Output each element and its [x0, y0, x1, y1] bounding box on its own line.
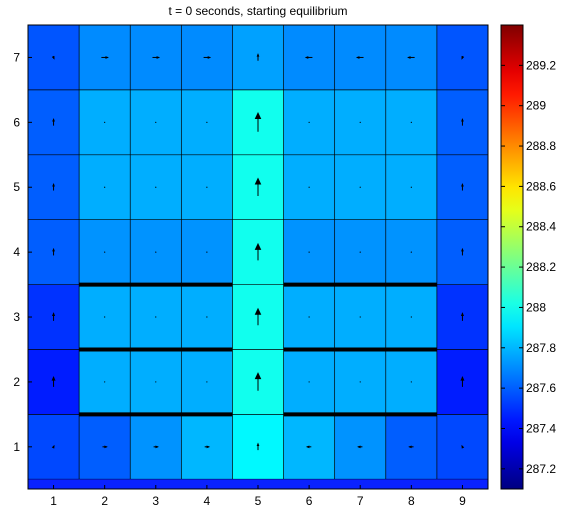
- vector-dot: [155, 121, 157, 123]
- colorbar-tick-label: 288.6: [526, 179, 556, 193]
- velocity-arrow: [460, 375, 465, 387]
- velocity-arrows: [51, 53, 465, 451]
- vector-dot: [104, 121, 106, 123]
- vector-dot: [155, 381, 157, 383]
- vector-dot: [104, 251, 106, 253]
- vector-dot: [359, 251, 361, 253]
- velocity-arrow: [461, 55, 465, 60]
- x-tick-label: 4: [204, 494, 211, 508]
- colorbar: 287.2 287.4 287.6 287.8 288 288.2 288.4 288.6 28…: [500, 24, 556, 490]
- vector-dot: [359, 381, 361, 383]
- velocity-arrow: [153, 445, 159, 449]
- vector-dot: [410, 316, 412, 318]
- colorbar-tick-label: 288.2: [526, 260, 556, 274]
- velocity-arrow: [357, 445, 363, 449]
- vector-dot: [410, 381, 412, 383]
- colorbar-gradient: [500, 24, 524, 490]
- x-tick-label: 6: [306, 494, 313, 508]
- colorbar-tick-label: 288.4: [526, 220, 556, 234]
- colorbar-tick-label: 287.2: [526, 462, 556, 476]
- velocity-arrow: [152, 56, 161, 59]
- vector-dot: [155, 186, 157, 188]
- velocity-arrow: [461, 118, 464, 126]
- velocity-arrow: [305, 445, 312, 449]
- vector-dot: [410, 121, 412, 123]
- velocity-arrow: [461, 444, 465, 449]
- vector-dot: [308, 381, 310, 383]
- vector-dot: [359, 186, 361, 188]
- velocity-arrow: [52, 247, 55, 256]
- vector-dot: [308, 316, 310, 318]
- x-tick-label: 3: [152, 494, 159, 508]
- vector-dot: [206, 316, 208, 318]
- velocity-arrow: [52, 118, 55, 126]
- colorbar-tick-label: 288: [526, 300, 546, 314]
- velocity-arrow: [256, 442, 260, 451]
- colorbar-tick-label: 289: [526, 99, 546, 113]
- colorbar-tick-label: 289.2: [526, 58, 556, 72]
- velocity-arrow: [355, 56, 364, 59]
- velocity-arrow: [407, 56, 415, 59]
- vector-dot: [206, 186, 208, 188]
- y-tick-label: 1: [13, 440, 20, 454]
- vector-dot: [308, 121, 310, 123]
- vector-dot: [359, 121, 361, 123]
- colorbar-tick-label: 287.4: [526, 421, 556, 435]
- velocity-arrow: [304, 56, 313, 59]
- chart-title: t = 0 seconds, starting equilibrium: [168, 4, 347, 18]
- velocity-arrow: [254, 372, 262, 391]
- vector-dot: [206, 251, 208, 253]
- y-tick-label: 7: [13, 50, 20, 64]
- x-axis-ticks: 1 2 3 4 5 6 7 8 9: [50, 485, 466, 508]
- vector-dot: [206, 381, 208, 383]
- floor-strip: [28, 479, 488, 489]
- vector-dot: [206, 121, 208, 123]
- velocity-arrow: [51, 444, 55, 449]
- x-tick-label: 7: [357, 494, 364, 508]
- y-tick-label: 6: [13, 115, 20, 129]
- velocity-arrow: [256, 53, 260, 61]
- velocity-arrow: [52, 182, 55, 191]
- x-tick-label: 8: [408, 494, 415, 508]
- y-tick-label: 5: [13, 180, 20, 194]
- colorbar-tick-label: 287.6: [526, 381, 556, 395]
- vector-dot: [410, 186, 412, 188]
- velocity-arrow: [461, 247, 464, 256]
- velocity-arrow: [461, 182, 464, 191]
- vector-dot: [308, 186, 310, 188]
- colorbar-tick-label: 287.8: [526, 341, 556, 355]
- vector-dot: [104, 316, 106, 318]
- vector-dot: [155, 251, 157, 253]
- velocity-arrow: [101, 56, 109, 59]
- velocity-arrow: [204, 445, 211, 449]
- velocity-arrow: [102, 445, 108, 449]
- velocity-arrow: [254, 242, 262, 261]
- velocity-arrow: [254, 307, 262, 326]
- wall-segments: [79, 282, 437, 417]
- x-tick-label: 9: [459, 494, 466, 508]
- velocity-arrow: [51, 375, 56, 387]
- vector-dot: [308, 251, 310, 253]
- vector-dot: [104, 186, 106, 188]
- vector-dot: [155, 316, 157, 318]
- x-tick-label: 5: [255, 494, 262, 508]
- y-axis-ticks: 1 2 3 4 5 6 7: [13, 50, 32, 454]
- velocity-arrow: [408, 445, 414, 449]
- y-tick-label: 4: [13, 245, 20, 259]
- velocity-arrow: [51, 55, 55, 60]
- velocity-arrow: [460, 312, 464, 321]
- y-tick-label: 3: [13, 310, 20, 324]
- velocity-arrow: [254, 177, 262, 197]
- x-tick-label: 2: [101, 494, 108, 508]
- vector-dot: [410, 251, 412, 253]
- vector-dot: [359, 316, 361, 318]
- x-tick-label: 1: [50, 494, 57, 508]
- velocity-arrow: [203, 56, 212, 59]
- velocity-arrow: [52, 312, 56, 321]
- colorbar-tick-label: 288.8: [526, 139, 556, 153]
- vector-dot: [104, 381, 106, 383]
- velocity-arrow: [254, 111, 262, 132]
- y-tick-label: 2: [13, 375, 20, 389]
